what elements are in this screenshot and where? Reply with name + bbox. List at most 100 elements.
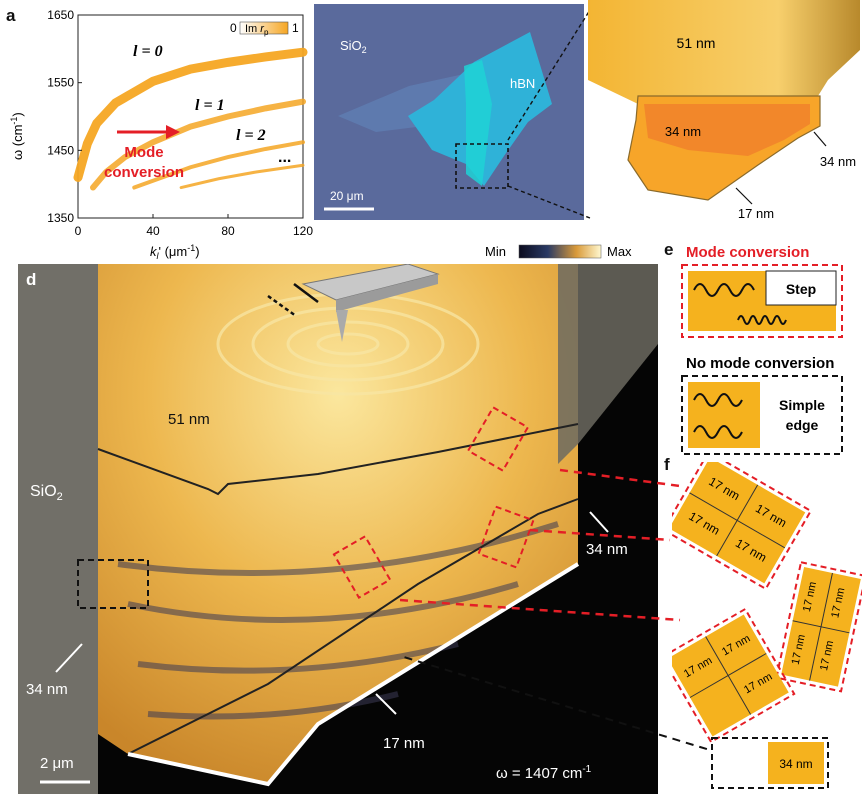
b-scale-label: 20 μm: [330, 189, 364, 203]
connector-red-1: [559, 468, 681, 488]
panel-letter-f: f: [664, 455, 670, 474]
c-51nm-label: 51 nm: [677, 35, 716, 51]
colorbar-min-label: 0: [230, 21, 237, 35]
d-51nm-boundary: [97, 423, 579, 496]
chart-y-ticks: 1350 1450 1550 1650: [47, 8, 82, 225]
colorbar-label: Im rp: [245, 23, 269, 37]
layer-34nm: [644, 104, 810, 156]
dispersion-chart: 0 40 80 120 1350 1450 1550 1650 0 Im rp 1 l = …: [9, 8, 313, 261]
chart-y-tick-3: 1650: [47, 8, 74, 22]
d-colorbar-gradient: [518, 244, 602, 259]
incident-arrow: [293, 283, 319, 303]
e-step-block: [765, 270, 837, 306]
mode-label-more: ...: [278, 149, 291, 166]
chart-x-axis-label: kl' (μm-1): [150, 243, 200, 261]
d-left-edge-region: [18, 264, 98, 794]
f-block-1: 17 nm 17 nm 17 nm 17 nm: [672, 462, 813, 591]
chart-y-tick-2: 1550: [47, 76, 74, 90]
colorbar-max-label: 1: [292, 21, 299, 35]
e-title-conversion: Mode conversion: [686, 244, 809, 261]
chart-y-tick-0: 1350: [47, 211, 74, 225]
chart-series-group: [73, 47, 308, 191]
d-34nm-boundary: [127, 498, 579, 755]
e-simple-label-1: Simple: [779, 397, 825, 413]
d-scale-label: 2 μm: [40, 755, 74, 772]
mode-label-l2: l = 2: [236, 127, 266, 144]
d-colorbar: Min Max: [485, 244, 632, 259]
c-34nm-label-inner: 34 nm: [665, 124, 701, 139]
f-block-4-outline: [711, 737, 829, 789]
panel-letter-e: e: [664, 240, 674, 259]
c-arrow-34: [813, 131, 827, 147]
e-conversion-box: [681, 264, 843, 338]
chart-y-tick-1: 1450: [47, 143, 74, 157]
scattered-arrow: [267, 294, 297, 318]
hbn-thick-region: [464, 60, 492, 186]
d-34nm-label-right: 34 nm: [586, 541, 628, 558]
zoom-box: [455, 143, 509, 189]
connector-red-2: [529, 528, 671, 542]
d-to-f-connectors: [400, 468, 711, 751]
chart-series-line-2: [132, 140, 305, 190]
d-arrow-34-left: [55, 643, 83, 673]
connector-red-3: [400, 598, 681, 622]
colorbar-gradient: [239, 21, 289, 35]
d-51nm-label: 51 nm: [168, 411, 210, 428]
panel-letter-a: a: [6, 6, 16, 25]
afm-tip: [336, 310, 348, 342]
step-schematic: 51 nm 34 nm 34 nm 17 nm: [588, 0, 860, 221]
optical-image: SiO2 hBN 20 μm: [314, 4, 584, 220]
e-noconversion-box: [681, 375, 843, 455]
d-arrow-17: [375, 693, 397, 715]
d-colorbar-max: Max: [607, 244, 632, 259]
d-17nm-edge: [127, 562, 580, 787]
chart-x-tick-1: 40: [146, 224, 160, 238]
layer-51nm: [588, 0, 860, 104]
d-flake-region: [98, 264, 578, 784]
e-step-label: Step: [786, 281, 816, 297]
near-field-image: 51 nm SiO2 34 nm 34 nm 17 nm 2 μm ω = 14…: [18, 264, 658, 794]
f-block-2: 17 nm 17 nm 17 nm 17 nm: [775, 561, 862, 693]
d-fringes: [117, 521, 559, 720]
d-black-box: [77, 559, 149, 609]
chart-x-tick-2: 80: [221, 224, 235, 238]
chart-x-tick-3: 120: [293, 224, 313, 238]
e-wave-incident: [693, 283, 755, 297]
c-34nm-label-edge: 34 nm: [820, 154, 856, 169]
mode-label-l0: l = 0: [133, 43, 163, 60]
f4-label: 34 nm: [779, 757, 812, 771]
mode-conversion-text-1: Mode: [124, 144, 163, 161]
d-17nm-label: 17 nm: [383, 735, 425, 752]
panel-letter-d: d: [26, 270, 37, 289]
chart-series-line-3: [179, 163, 305, 190]
b-hbn-label: hBN: [510, 76, 535, 91]
connector-line-bottom: [507, 185, 591, 219]
mode-conversion-arrowhead: [166, 125, 180, 139]
d-sio2-label: SiO2: [30, 483, 63, 503]
mode-conversion-text-2: conversion: [104, 164, 184, 181]
b-to-c-connector: [507, 9, 591, 219]
c-17nm-label: 17 nm: [738, 206, 774, 221]
mode-conversion-schematic: Mode conversion Step No mode conversion …: [681, 244, 843, 455]
chart-x-ticks: 0 40 80 120: [75, 214, 313, 238]
chart-y-axis-label: ω (cm-1): [9, 112, 25, 160]
f-block-4-slab: [768, 742, 824, 784]
e-wave-reflected: [693, 425, 743, 439]
b-sio2-label: SiO2: [340, 38, 367, 55]
d-omega-label: ω = 1407 cm-1: [496, 764, 592, 782]
c-arrow-17: [735, 187, 753, 205]
chart-plot-area: [77, 14, 304, 219]
e-simple-label-2: edge: [786, 417, 819, 433]
connector-line-top: [507, 9, 591, 141]
e-wave-incident-2: [693, 393, 743, 407]
d-colorbar-min: Min: [485, 244, 506, 259]
afm-cantilever-side: [336, 274, 438, 312]
chart-series-line-0: [73, 47, 308, 182]
d-34nm-label-left: 34 nm: [26, 681, 68, 698]
f-block-3: 17 nm 17 nm 17 nm: [672, 607, 796, 744]
e-title-noconversion: No mode conversion: [686, 355, 834, 372]
e-noconversion-slab: [688, 382, 760, 448]
d-right-edge-region: [558, 264, 658, 464]
f-schematics: 17 nm 17 nm 17 nm 17 nm 17 nm 17 nm 17 n…: [672, 462, 862, 789]
e-wave-converted: [737, 315, 787, 325]
